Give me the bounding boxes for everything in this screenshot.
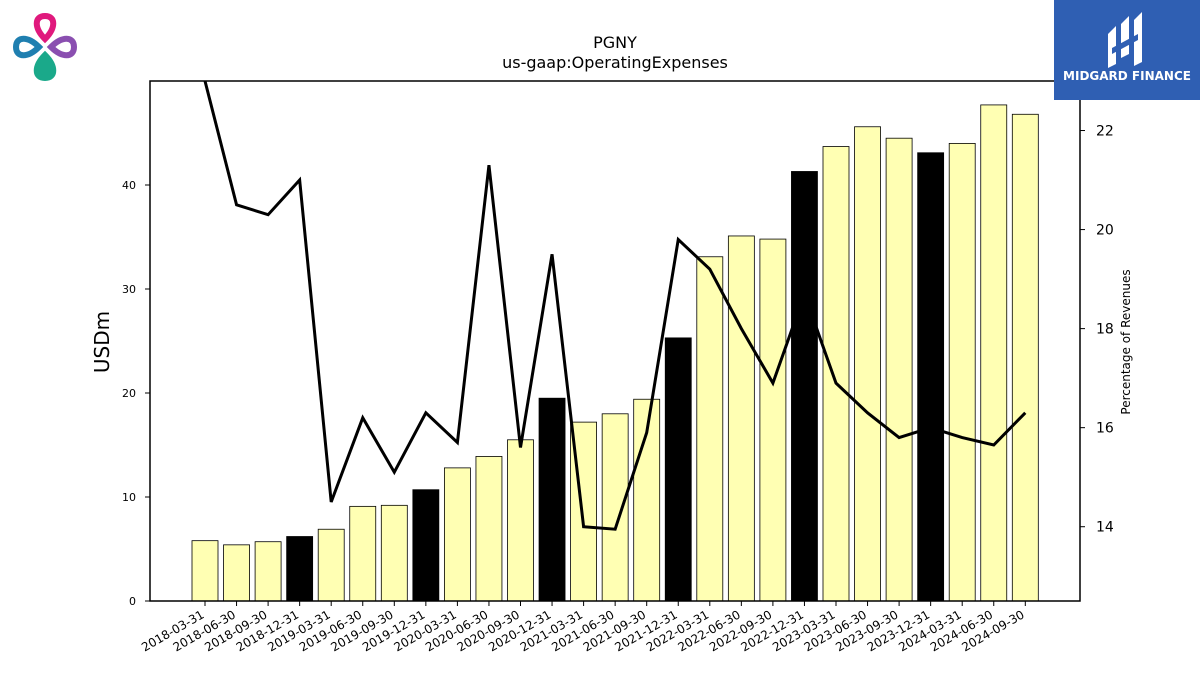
bar-2022-12-31: [791, 171, 818, 602]
y-tick-label-0: 0: [129, 595, 136, 608]
bar-2023-03-31: [822, 146, 850, 602]
bar-series: [191, 104, 1039, 602]
company-logo: [12, 12, 78, 82]
y-axis-label: USDm: [90, 311, 114, 373]
bar-2021-06-30: [601, 413, 629, 602]
brand-badge: MIDGARD FINANCE: [1054, 0, 1200, 100]
chart-subtitle: us-gaap:OperatingExpenses: [502, 53, 728, 72]
bar-2018-12-31: [286, 536, 314, 602]
y2-tick-label-20: 20: [1096, 223, 1114, 239]
midgard-logo-icon: [1108, 12, 1142, 68]
bar-2022-03-31: [696, 256, 724, 602]
bar-2020-06-30: [475, 456, 503, 602]
bar-2021-12-31: [664, 337, 692, 602]
bar-2023-09-30: [885, 137, 913, 602]
bar-2023-12-31: [917, 152, 945, 602]
bar-2024-06-30: [980, 104, 1008, 602]
y-tick-label-40: 40: [122, 179, 136, 192]
bar-2023-06-30: [854, 126, 881, 602]
bar-2019-12-31: [412, 489, 440, 602]
logo-petal-top: [33, 12, 57, 44]
y-tick-label-20: 20: [122, 387, 136, 400]
bar-2022-09-30: [759, 238, 787, 602]
y2-tick-label-22: 22: [1096, 124, 1114, 140]
bar-2024-09-30: [1011, 113, 1039, 602]
bar-2020-03-31: [443, 467, 471, 602]
bar-2019-06-30: [349, 505, 377, 602]
percentage-line-series: [203, 80, 1027, 531]
y2-tick-label-18: 18: [1096, 322, 1114, 338]
bar-2018-03-31: [191, 540, 219, 602]
y2-axis-label: Percentage of Revenues: [1119, 269, 1133, 414]
y2-tick-label-16: 16: [1096, 421, 1114, 437]
y-tick-label-10: 10: [122, 491, 136, 504]
bar-2019-03-31: [317, 528, 345, 602]
y-tick-label-30: 30: [122, 283, 136, 296]
logo-petal-right: [46, 35, 78, 59]
bar-2018-09-30: [254, 541, 282, 602]
logo-petal-left: [12, 35, 44, 59]
bar-2020-09-30: [507, 439, 534, 602]
logo-petal-bottom: [33, 50, 57, 82]
right-axis-ticks: 14 16 18 20 22: [1080, 124, 1114, 536]
bar-2020-12-31: [538, 397, 566, 602]
bar-2022-06-30: [727, 235, 755, 602]
x-axis-ticks: 2018-03-312018-06-302018-09-302018-12-31…: [139, 601, 1027, 654]
bar-2018-06-30: [223, 544, 250, 602]
chart-title: PGNY: [593, 33, 637, 52]
bar-2024-03-31: [948, 142, 976, 602]
left-axis-ticks: 0 10 20 30 40: [122, 179, 150, 608]
brand-name: MIDGARD FINANCE: [1063, 69, 1191, 83]
y2-tick-label-14: 14: [1096, 520, 1114, 536]
bar-2019-09-30: [380, 504, 408, 602]
